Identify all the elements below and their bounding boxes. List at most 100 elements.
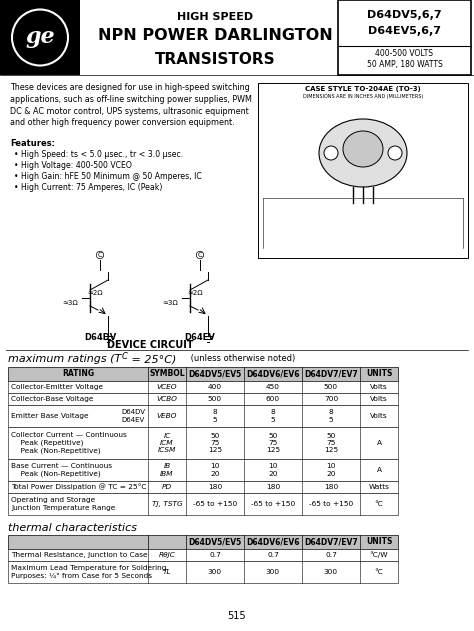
Text: 400: 400 — [208, 384, 222, 390]
Text: 300: 300 — [324, 569, 338, 575]
Text: IB
IBM: IB IBM — [160, 463, 174, 477]
Text: 10
20: 10 20 — [326, 463, 336, 477]
Text: -65 to +150: -65 to +150 — [251, 501, 295, 507]
Text: Features:: Features: — [10, 139, 55, 148]
Bar — [8, 535, 398, 549]
Text: TRANSISTORS: TRANSISTORS — [155, 52, 275, 67]
Text: 50
75
125: 50 75 125 — [266, 432, 280, 454]
Text: D64DV7/EV7: D64DV7/EV7 — [304, 538, 358, 546]
Text: D64DV5,6,7: D64DV5,6,7 — [367, 10, 442, 20]
Text: 10
20: 10 20 — [210, 463, 220, 477]
Text: • High Current: 75 Amperes, IC (Peak): • High Current: 75 Amperes, IC (Peak) — [14, 183, 163, 192]
Text: D64DV6/EV6: D64DV6/EV6 — [246, 370, 300, 379]
Text: = 25°C): = 25°C) — [128, 354, 176, 364]
Text: 500: 500 — [208, 396, 222, 402]
Text: TJ, TSTG: TJ, TSTG — [152, 501, 182, 507]
Text: D64EV: D64EV — [184, 333, 216, 342]
Text: 300: 300 — [208, 569, 222, 575]
Text: DEVICE CIRCUIT: DEVICE CIRCUIT — [107, 340, 193, 350]
Text: ≈3Ω: ≈3Ω — [162, 300, 178, 306]
Text: 50
75
125: 50 75 125 — [324, 432, 338, 454]
Text: Base Current — Continuous
    Peak (Non-Repetitive): Base Current — Continuous Peak (Non-Repe… — [11, 463, 112, 477]
Text: HIGH SPEED: HIGH SPEED — [177, 12, 253, 22]
Circle shape — [388, 146, 402, 160]
Text: ≈2Ω: ≈2Ω — [187, 290, 203, 296]
Text: maximum ratings (T: maximum ratings (T — [8, 354, 121, 364]
Text: Emitter Base Voltage: Emitter Base Voltage — [11, 413, 89, 419]
Text: °C/W: °C/W — [370, 551, 388, 558]
Text: C: C — [122, 352, 128, 361]
Text: Collector-Base Voltage: Collector-Base Voltage — [11, 396, 93, 402]
Text: NPN POWER DARLINGTON: NPN POWER DARLINGTON — [98, 28, 332, 43]
Text: D64DV5/EV5: D64DV5/EV5 — [188, 370, 242, 379]
Text: 515: 515 — [228, 611, 246, 621]
Ellipse shape — [343, 131, 383, 167]
Text: D64EV5,6,7: D64EV5,6,7 — [368, 26, 441, 36]
Bar — [8, 393, 398, 405]
Text: D64DV5/EV5: D64DV5/EV5 — [188, 538, 242, 546]
Text: Total Power Dissipation @ TC = 25°C: Total Power Dissipation @ TC = 25°C — [11, 483, 146, 490]
Text: SYMBOL: SYMBOL — [149, 370, 185, 379]
Text: VEBO: VEBO — [157, 413, 177, 419]
Text: Collector-Emitter Voltage: Collector-Emitter Voltage — [11, 384, 103, 390]
Text: RATING: RATING — [62, 370, 94, 379]
Text: Operating and Storage
Junction Temperature Range: Operating and Storage Junction Temperatu… — [11, 497, 115, 510]
Text: • High Gain: hFE 50 Minimum @ 50 Amperes, IC: • High Gain: hFE 50 Minimum @ 50 Amperes… — [14, 172, 202, 181]
Text: ≈3Ω: ≈3Ω — [62, 300, 78, 306]
Bar — [8, 381, 398, 393]
Text: CASE STYLE TO-204AE (TO-3): CASE STYLE TO-204AE (TO-3) — [305, 86, 421, 92]
Text: A: A — [376, 467, 382, 473]
Text: TL: TL — [163, 569, 171, 575]
Bar — [8, 459, 398, 481]
Text: 300: 300 — [266, 569, 280, 575]
Bar — [0, 0, 80, 75]
Text: 700: 700 — [324, 396, 338, 402]
Text: PD: PD — [162, 484, 172, 490]
Bar — [8, 367, 398, 381]
Text: 500: 500 — [324, 384, 338, 390]
Text: UNITS: UNITS — [366, 370, 392, 379]
Bar — [8, 493, 398, 515]
Text: 180: 180 — [266, 484, 280, 490]
Text: These devices are designed for use in high-speed switching
applications, such as: These devices are designed for use in hi… — [10, 83, 252, 127]
Text: IC
ICM
ICSM: IC ICM ICSM — [158, 432, 176, 454]
Text: • High Voltage: 400-500 VCEO: • High Voltage: 400-500 VCEO — [14, 161, 132, 170]
Text: 0.7: 0.7 — [209, 552, 221, 558]
Text: Thermal Resistance, Junction to Case: Thermal Resistance, Junction to Case — [11, 552, 147, 558]
Text: UNITS: UNITS — [366, 538, 392, 546]
Text: 50 AMP, 180 WATTS: 50 AMP, 180 WATTS — [366, 60, 442, 69]
Text: 450: 450 — [266, 384, 280, 390]
Text: 0.7: 0.7 — [267, 552, 279, 558]
Text: 180: 180 — [324, 484, 338, 490]
Text: °C: °C — [374, 501, 383, 507]
Bar — [258, 83, 468, 258]
Text: Volts: Volts — [370, 396, 388, 402]
Text: °C: °C — [374, 569, 383, 575]
Text: 180: 180 — [208, 484, 222, 490]
Text: D64DV: D64DV — [84, 333, 116, 342]
Text: 10
20: 10 20 — [268, 463, 278, 477]
Bar — [8, 549, 398, 561]
Text: ≈2Ω: ≈2Ω — [87, 290, 103, 296]
Text: -65 to +150: -65 to +150 — [193, 501, 237, 507]
Text: Maximum Lead Temperature for Soldering
Purposes: ¼" from Case for 5 Seconds: Maximum Lead Temperature for Soldering P… — [11, 565, 166, 579]
Text: A: A — [376, 440, 382, 446]
Text: RθJC: RθJC — [159, 552, 175, 558]
Circle shape — [12, 9, 68, 66]
Text: C: C — [98, 252, 102, 258]
Text: Volts: Volts — [370, 384, 388, 390]
Text: 400-500 VOLTS: 400-500 VOLTS — [375, 49, 434, 58]
Text: C: C — [198, 252, 202, 258]
Text: (unless otherwise noted): (unless otherwise noted) — [188, 354, 295, 363]
Text: D64DV6/EV6: D64DV6/EV6 — [246, 538, 300, 546]
Bar — [8, 561, 398, 583]
Bar — [8, 427, 398, 459]
Text: 50
75
125: 50 75 125 — [208, 432, 222, 454]
Text: 8
5: 8 5 — [328, 410, 333, 423]
Text: D64DV
D64EV: D64DV D64EV — [121, 410, 145, 423]
Text: DIMENSIONS ARE IN INCHES AND (MILLIMETERS): DIMENSIONS ARE IN INCHES AND (MILLIMETER… — [303, 94, 423, 99]
Circle shape — [324, 146, 338, 160]
Ellipse shape — [319, 119, 407, 187]
Text: thermal characteristics: thermal characteristics — [8, 523, 137, 533]
Text: 0.7: 0.7 — [325, 552, 337, 558]
